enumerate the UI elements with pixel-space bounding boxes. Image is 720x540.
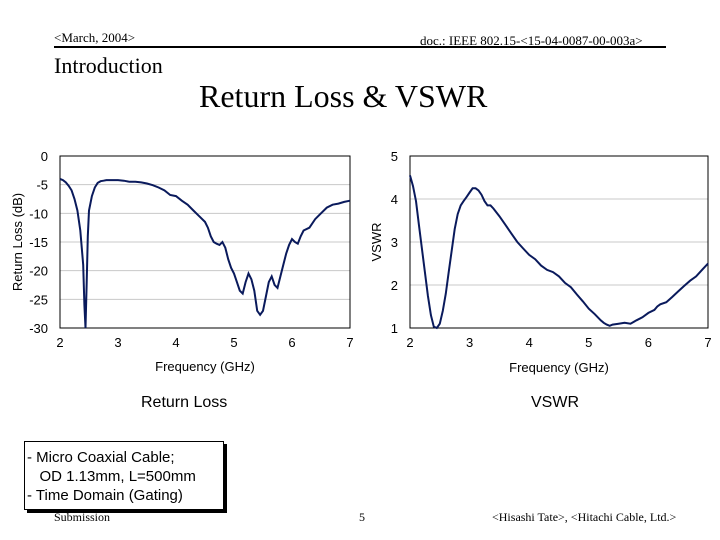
vswr-x-tick-label: 6 bbox=[645, 335, 652, 350]
vswr-plot-area bbox=[409, 155, 709, 329]
return-loss-x-tick-label: 6 bbox=[288, 335, 295, 350]
vswr-x-tick-label: 2 bbox=[406, 335, 413, 350]
vswr-caption: VSWR bbox=[531, 394, 579, 411]
vswr-x-tick-label: 7 bbox=[704, 335, 711, 350]
return-loss-x-tick-label: 3 bbox=[114, 335, 121, 350]
vswr-x-tick-label: 4 bbox=[526, 335, 533, 350]
section-title: Introduction bbox=[54, 53, 163, 78]
footer-submission: Submission bbox=[54, 510, 111, 524]
return-loss-caption: Return Loss bbox=[141, 394, 228, 411]
vswr-y-tick-label: 3 bbox=[391, 235, 398, 250]
footer-author: <Hisashi Tate>, <Hitachi Cable, Ltd.> bbox=[492, 510, 677, 524]
return-loss-x-tick-label: 5 bbox=[230, 335, 237, 350]
vswr-y-axis-label: VSWR bbox=[369, 223, 384, 262]
note-line: OD 1.13mm, L=500mm bbox=[27, 468, 196, 485]
header-rule bbox=[54, 46, 666, 48]
return-loss-x-tick-label: 4 bbox=[172, 335, 179, 350]
footer-page-number: 5 bbox=[359, 510, 365, 524]
return-loss-y-tick-label: -20 bbox=[29, 264, 48, 279]
cable-notes-box: - Micro Coaxial Cable; OD 1.13mm, L=500m… bbox=[24, 441, 224, 510]
return-loss-y-tick-label: -30 bbox=[29, 321, 48, 336]
return-loss-chart: 2 3 4 5 6 7 0 -5 -10 -15 -20 -25 -30 Frequency (GHz… bbox=[10, 149, 354, 374]
return-loss-series bbox=[59, 177, 351, 329]
slide-title: Return Loss & VSWR bbox=[199, 78, 488, 114]
vswr-y-tick-label: 4 bbox=[391, 192, 398, 207]
vswr-x-axis-label: Frequency (GHz) bbox=[509, 360, 609, 375]
note-line: - Time Domain (Gating) bbox=[27, 487, 183, 504]
return-loss-plot-area bbox=[59, 155, 351, 329]
return-loss-x-axis-label: Frequency (GHz) bbox=[155, 359, 255, 374]
vswr-x-tick-label: 3 bbox=[466, 335, 473, 350]
header-date: <March, 2004> bbox=[54, 30, 136, 45]
return-loss-x-tick-label: 2 bbox=[56, 335, 63, 350]
return-loss-y-tick-label: 0 bbox=[41, 149, 48, 164]
return-loss-y-axis-label: Return Loss (dB) bbox=[10, 193, 25, 291]
vswr-y-tick-label: 2 bbox=[391, 278, 398, 293]
vswr-x-tick-label: 5 bbox=[585, 335, 592, 350]
header-doc-id: doc.: IEEE 802.15-<15-04-0087-00-003a> bbox=[420, 33, 643, 48]
return-loss-y-tick-label: -10 bbox=[29, 206, 48, 221]
vswr-y-tick-label: 5 bbox=[391, 149, 398, 164]
note-line: - Micro Coaxial Cable; bbox=[27, 449, 175, 466]
return-loss-x-tick-label: 7 bbox=[346, 335, 353, 350]
return-loss-y-tick-label: -5 bbox=[36, 178, 48, 193]
vswr-y-tick-label: 1 bbox=[391, 321, 398, 336]
vswr-series bbox=[409, 175, 709, 330]
return-loss-y-tick-label: -15 bbox=[29, 235, 48, 250]
return-loss-y-tick-label: -25 bbox=[29, 292, 48, 307]
